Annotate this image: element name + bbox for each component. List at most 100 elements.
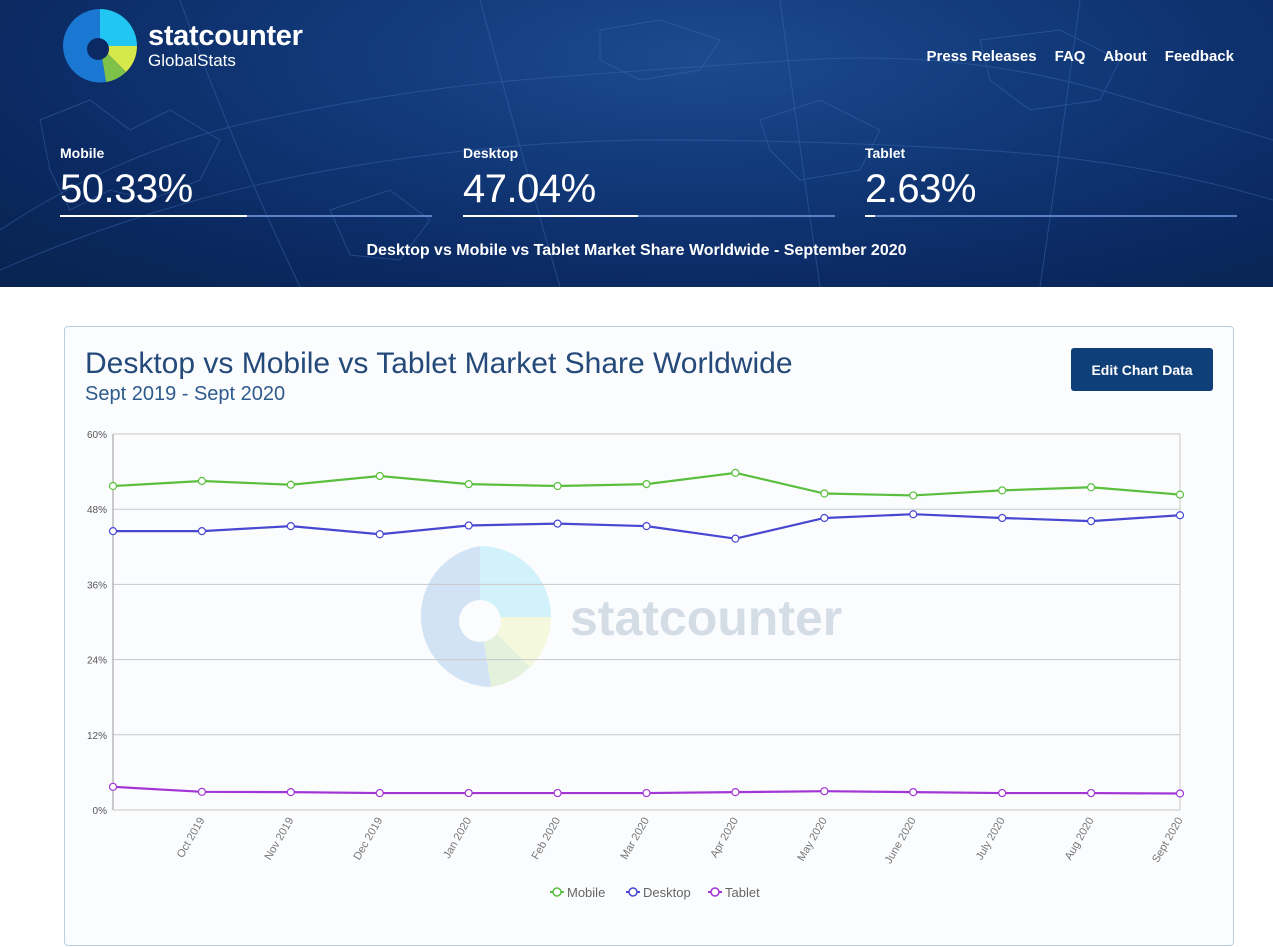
- statcounter-logo-icon: [63, 9, 137, 83]
- stat-label: Mobile: [60, 145, 105, 161]
- statcounter-logo[interactable]: statcounter GlobalStats: [62, 6, 342, 86]
- nav-press-releases[interactable]: Press Releases: [926, 48, 1037, 65]
- legend-label-mobile: Mobile: [567, 885, 605, 900]
- data-point-mobile: [286, 480, 295, 489]
- data-point-desktop: [731, 534, 740, 543]
- nav-feedback[interactable]: Feedback: [1164, 48, 1234, 65]
- data-point-mobile: [642, 480, 651, 489]
- stat-bar-fill: [865, 215, 875, 217]
- data-point-tablet: [286, 788, 295, 797]
- x-tick-label: Sept 2020: [1150, 816, 1185, 865]
- data-point-desktop: [909, 510, 918, 519]
- data-point-desktop: [286, 522, 295, 531]
- top-nav: Press Releases FAQ About Feedback: [927, 48, 1234, 65]
- stat-bar-track: [865, 215, 1237, 217]
- watermark-wedge: [480, 617, 551, 667]
- data-point-tablet: [731, 788, 740, 797]
- data-point-mobile: [731, 468, 740, 477]
- stat-value: 47.04%: [463, 167, 596, 211]
- data-point-tablet: [642, 788, 651, 798]
- world-map-background: [0, 0, 1273, 287]
- chart-card: Desktop vs Mobile vs Tablet Market Share…: [64, 326, 1234, 946]
- chart-title: Desktop vs Mobile vs Tablet Market Share…: [85, 347, 793, 380]
- x-tick-label: Dec 2019: [351, 816, 385, 863]
- x-tick-label: Jan 2020: [441, 816, 474, 861]
- chart-date-range: Sept 2019 - Sept 2020: [85, 383, 286, 405]
- hero-caption: Desktop vs Mobile vs Tablet Market Share…: [366, 242, 907, 259]
- stat-desktop: Desktop 47.04%: [463, 145, 835, 220]
- y-tick-label: 60%: [87, 430, 107, 441]
- data-point-desktop: [1086, 517, 1096, 526]
- data-point-tablet: [820, 787, 829, 796]
- nav-faq[interactable]: FAQ: [1054, 48, 1086, 65]
- y-tick-label: 36%: [87, 580, 107, 591]
- watermark-logo: statcounter: [420, 546, 842, 687]
- x-tick-label: May 2020: [795, 816, 830, 864]
- legend-label-desktop: Desktop: [643, 885, 691, 900]
- legend-marker: [628, 887, 638, 897]
- legend-marker: [710, 887, 720, 897]
- data-point-mobile: [375, 471, 384, 481]
- data-point-tablet: [1086, 788, 1096, 798]
- data-point-desktop: [464, 521, 473, 530]
- x-tick-label: Oct 2019: [175, 816, 208, 861]
- x-tick-label: Feb 2020: [530, 816, 564, 862]
- data-point-mobile: [108, 481, 118, 491]
- data-point-mobile: [909, 491, 918, 500]
- stat-label: Tablet: [865, 145, 906, 161]
- line-chart: statcounter 0% 12% 24% 36% 48% 60% Oct 2019 Nov …: [87, 430, 1186, 900]
- x-tick-label: Mar 2020: [618, 816, 652, 862]
- data-point-tablet: [1175, 789, 1185, 798]
- data-point-tablet: [553, 788, 562, 798]
- data-point-desktop: [553, 519, 562, 528]
- data-point-tablet: [998, 788, 1007, 798]
- stat-value: 2.63%: [865, 167, 976, 211]
- legend-label-tablet: Tablet: [725, 885, 760, 900]
- data-point-mobile: [1086, 483, 1096, 492]
- data-point-mobile: [197, 476, 207, 486]
- logo-subtitle: GlobalStats: [148, 51, 236, 70]
- watermark-wedge: [480, 546, 551, 617]
- legend-marker: [552, 887, 562, 897]
- data-point-mobile: [1175, 490, 1185, 499]
- data-point-mobile: [464, 480, 473, 489]
- stat-bar-track: [60, 215, 432, 217]
- logo-name: statcounter: [148, 20, 303, 52]
- data-point-tablet: [197, 787, 207, 796]
- data-point-tablet: [108, 782, 118, 791]
- data-point-mobile: [820, 489, 829, 498]
- y-tick-label: 24%: [87, 656, 107, 667]
- watermark-hole: [459, 600, 501, 642]
- data-point-desktop: [108, 527, 118, 536]
- data-point-desktop: [642, 522, 651, 531]
- stat-bar-track: [463, 215, 835, 217]
- stat-value: 50.33%: [60, 167, 193, 211]
- data-point-tablet: [464, 788, 473, 798]
- x-tick-label: Apr 2020: [708, 816, 741, 861]
- stat-mobile: Mobile 50.33%: [60, 145, 432, 220]
- data-point-desktop: [197, 527, 207, 536]
- edit-chart-data-button[interactable]: Edit Chart Data: [1071, 348, 1213, 391]
- data-point-desktop: [820, 513, 829, 523]
- x-tick-label: June 2020: [883, 816, 919, 867]
- watermark-wedge: [420, 546, 491, 687]
- stat-bar-fill: [60, 215, 248, 217]
- y-tick-label: 0%: [93, 806, 108, 817]
- data-point-mobile: [553, 481, 562, 491]
- stat-label: Desktop: [463, 145, 519, 161]
- hero-banner: statcounter GlobalStats Press Releases F…: [0, 0, 1273, 287]
- data-point-desktop: [1175, 511, 1185, 520]
- watermark-wedge: [480, 617, 530, 687]
- stat-bar-fill: [463, 215, 638, 217]
- data-point-tablet: [909, 788, 918, 797]
- data-point-tablet: [375, 788, 384, 798]
- x-tick-label: July 2020: [974, 816, 1008, 863]
- stat-tablet: Tablet 2.63%: [865, 145, 1237, 220]
- nav-about[interactable]: About: [1103, 48, 1147, 65]
- y-tick-label: 12%: [87, 731, 107, 742]
- y-tick-label: 48%: [87, 505, 107, 516]
- data-point-mobile: [998, 486, 1007, 495]
- x-tick-label: Aug 2020: [1063, 816, 1097, 863]
- data-point-desktop: [375, 530, 384, 539]
- data-point-desktop: [998, 513, 1007, 523]
